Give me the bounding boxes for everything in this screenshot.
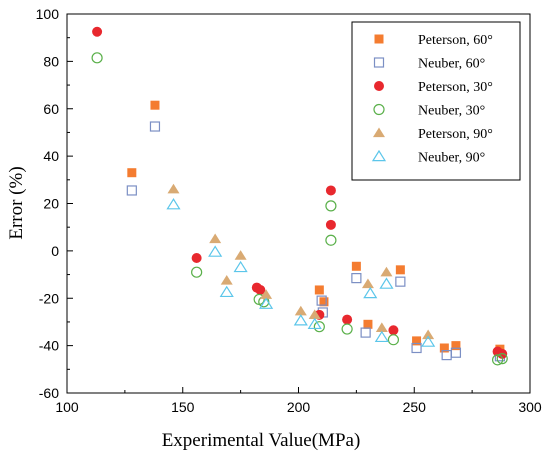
point-series-3 <box>496 353 508 365</box>
point-series-3 <box>491 354 504 366</box>
point-series-0 <box>395 265 405 275</box>
point-series-1 <box>351 273 362 284</box>
point-series-4 <box>260 289 273 299</box>
point-series-1 <box>395 276 406 287</box>
x-tick-label: 100 <box>55 399 79 415</box>
point-series-2 <box>342 314 353 325</box>
point-series-0 <box>451 341 461 351</box>
y-tick-label: 0 <box>51 243 59 259</box>
x-axis-title: Experimental Value(MPa) <box>162 430 361 451</box>
point-series-0 <box>150 100 160 110</box>
y-tick-label: -40 <box>39 338 59 354</box>
point-series-5 <box>293 314 308 326</box>
point-series-0 <box>314 285 324 295</box>
point-series-3 <box>313 321 325 333</box>
point-series-3 <box>387 334 400 346</box>
x-tick-label: 300 <box>518 399 542 415</box>
point-series-5 <box>379 277 394 289</box>
y-tick-label: 80 <box>43 53 59 69</box>
legend: Peterson, 60° Neuber, 60° Peterson, 30° Neu… <box>351 21 521 181</box>
legend-marker-5 <box>371 149 387 162</box>
point-series-5 <box>166 198 181 210</box>
point-series-5 <box>208 245 223 257</box>
point-series-5 <box>307 317 322 330</box>
point-series-5 <box>219 285 234 298</box>
legend-label-3: Neuber, 30° <box>418 104 485 119</box>
point-series-2 <box>92 26 103 37</box>
legend-label-2: Peterson, 30° <box>418 80 493 95</box>
point-series-1 <box>411 342 422 354</box>
point-series-3 <box>325 234 337 246</box>
point-series-5 <box>421 335 436 347</box>
point-series-5 <box>363 286 378 299</box>
x-axis-title-text: Experimental Value <box>162 430 312 451</box>
point-series-5 <box>233 260 248 273</box>
legend-label-5: Neuber, 90° <box>418 151 485 166</box>
point-series-2 <box>191 252 202 263</box>
point-series-4 <box>209 233 222 244</box>
legend-label-4: Peterson, 90° <box>418 127 493 142</box>
point-series-0 <box>412 336 422 346</box>
axis-tick-labels: 100 150 200 250 300 -60 -40 -20 0 20 40 60 80 100 <box>36 6 542 415</box>
point-series-4 <box>422 329 435 340</box>
legend-label-0: Peterson, 60° <box>418 33 493 48</box>
point-series-1 <box>126 185 137 196</box>
point-series-2 <box>388 325 399 336</box>
y-tick-label: -60 <box>39 385 59 401</box>
x-tick-label: 150 <box>171 399 195 415</box>
point-series-1 <box>149 121 161 132</box>
y-tick-label: -20 <box>39 290 59 306</box>
legend-marker-2 <box>374 81 384 91</box>
point-series-4 <box>361 278 374 289</box>
x-axis-title-unit: (MPa) <box>312 430 361 451</box>
legend-marker-3 <box>373 103 385 116</box>
x-tick-label: 250 <box>403 399 427 415</box>
legend-marker-4 <box>373 127 385 138</box>
legend-marker-0 <box>374 34 384 44</box>
y-axis-title: Error (%) <box>6 166 27 239</box>
point-series-4 <box>220 274 233 285</box>
y-tick-label: 60 <box>43 101 59 117</box>
axis-ticks <box>66 13 531 394</box>
point-series-4 <box>375 322 388 332</box>
point-series-1 <box>316 295 327 306</box>
data-points <box>91 26 508 366</box>
point-series-5 <box>259 297 274 309</box>
point-series-4 <box>234 250 247 260</box>
point-series-4 <box>294 305 307 316</box>
point-series-5 <box>374 330 389 343</box>
point-series-2 <box>325 219 336 230</box>
point-series-0 <box>319 297 329 307</box>
y-tick-label: 40 <box>43 148 59 164</box>
point-series-4 <box>308 309 321 319</box>
point-series-3 <box>325 200 337 212</box>
y-tick-label: 100 <box>36 6 60 22</box>
point-series-1 <box>360 327 371 338</box>
point-series-3 <box>341 323 353 335</box>
legend-label-1: Neuber, 60° <box>418 57 485 72</box>
point-series-2 <box>255 284 266 295</box>
point-series-0 <box>351 261 361 271</box>
x-tick-label: 200 <box>287 399 311 415</box>
point-series-0 <box>439 343 449 353</box>
point-series-3 <box>191 266 203 278</box>
point-series-0 <box>127 168 137 178</box>
point-series-4 <box>380 266 393 277</box>
y-tick-label: 20 <box>43 196 59 212</box>
point-series-4 <box>167 183 180 194</box>
point-series-1 <box>450 347 462 358</box>
legend-marker-1 <box>373 57 385 68</box>
point-series-3 <box>91 52 103 64</box>
point-series-2 <box>325 185 336 196</box>
point-series-0 <box>363 319 373 329</box>
